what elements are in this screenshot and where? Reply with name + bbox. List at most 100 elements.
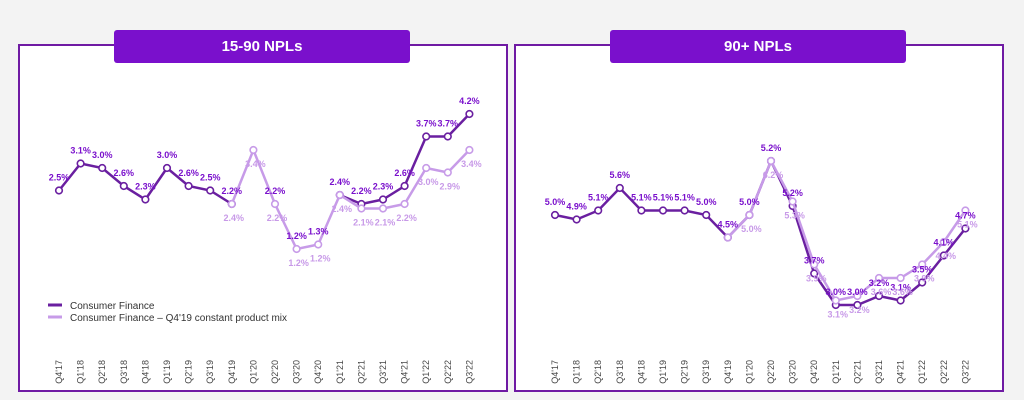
x-tick-label-0: Q4'17 [550,360,560,384]
x-tick-label-12: Q4'20 [313,360,323,384]
x-tick-label-15: Q3'21 [874,360,884,384]
x-tick-label-13: Q1'21 [831,360,841,384]
data-point-primary-5 [162,163,172,173]
data-point-secondary-15 [874,273,884,283]
data-label-secondary-10: 2.2% [267,213,288,223]
data-label-primary-6: 2.6% [178,168,199,178]
data-label-secondary-8: 2.4% [224,213,245,223]
data-point-primary-7 [206,186,215,195]
data-label-primary-0: 2.5% [49,173,70,183]
x-tick-label-19: Q3'22 [464,360,474,384]
data-point-secondary-16 [896,273,905,283]
data-label-primary-11: 5.2% [782,188,803,198]
data-point-primary-3 [119,181,128,191]
data-label-primary-6: 5.1% [674,193,695,203]
data-label-primary-17: 3.7% [416,119,437,129]
data-point-primary-15 [874,291,884,301]
data-label-secondary-18: 4.4% [936,251,957,261]
data-point-primary-4 [637,206,646,215]
x-tick-label-16: Q4'21 [896,360,906,384]
data-label-primary-13: 3.0% [826,287,847,297]
data-label-primary-16: 2.6% [394,168,415,178]
chart-panel-90-plus [514,44,1004,392]
data-point-secondary-13 [335,190,344,200]
data-point-primary-0 [550,210,560,220]
data-point-secondary-17 [422,163,431,173]
data-label-primary-3: 2.6% [114,168,135,178]
data-point-secondary-9 [249,145,258,155]
data-label-secondary-12: 1.2% [310,254,331,264]
x-tick-label-4: Q4'18 [636,360,646,384]
data-label-primary-0: 5.0% [545,197,566,207]
data-label-primary-4: 5.1% [631,193,652,203]
data-label-secondary-12: 3.9% [806,274,827,284]
data-point-secondary-15 [378,204,388,213]
data-label-shared-11: 1.2% [286,231,307,241]
data-label-primary-13: 2.4% [330,177,351,187]
data-point-secondary-14 [357,204,366,213]
data-point-secondary-9 [745,210,754,220]
x-tick-label-9: Q1'20 [248,360,258,384]
data-point-primary-18 [443,132,452,141]
data-label-primary-14: 3.0% [847,287,868,297]
data-point-secondary-19 [465,145,474,155]
data-label-primary-9: 5.0% [739,197,760,207]
data-point-secondary-17 [918,260,927,269]
legend-label-constant-mix: Consumer Finance – Q4'19 constant produc… [70,313,287,324]
data-point-secondary-11 [788,197,797,206]
data-label-secondary-19: 3.4% [461,159,482,169]
data-label-secondary-14: 2.1% [353,218,374,228]
x-tick-label-14: Q2'21 [852,360,862,384]
chart-title-90-plus: 90+ NPLs [610,30,906,63]
data-label-shared-10: 2.2% [265,186,286,196]
data-label-primary-18: 3.7% [438,119,459,129]
data-label-primary-17: 3.5% [912,265,933,275]
data-point-primary-1 [572,215,581,224]
x-tick-label-2: Q2'18 [97,360,107,384]
data-label-secondary-15: 3.6% [871,287,892,297]
data-point-secondary-12 [810,260,819,269]
data-point-secondary-13 [831,296,840,305]
x-tick-label-3: Q3'18 [119,360,129,384]
data-point-primary-2 [594,206,603,215]
x-tick-label-15: Q3'21 [378,360,388,384]
data-point-primary-12 [810,269,819,278]
data-point-secondary-8 [723,233,732,242]
data-label-secondary-17: 3.9% [914,274,935,284]
data-point-secondary-14 [853,291,862,301]
x-tick-label-1: Q1'18 [572,360,582,384]
data-label-primary-4: 2.3% [135,182,156,192]
data-label-primary-16: 3.1% [890,283,911,293]
data-point-primary-2 [98,163,107,173]
data-point-secondary-16 [400,199,409,209]
data-label-shared-12: 1.3% [308,227,329,237]
data-point-primary-6 [184,181,193,191]
data-label-primary-15: 3.2% [869,278,890,288]
x-tick-label-5: Q1'19 [658,360,668,384]
data-label-primary-1: 3.1% [70,146,91,156]
data-label-primary-8: 2.2% [222,186,243,196]
x-tick-label-11: Q3'20 [788,360,798,384]
data-point-primary-5 [658,206,668,215]
x-tick-label-10: Q2'20 [270,360,280,384]
data-label-secondary-13: 3.1% [828,310,849,320]
data-point-primary-14 [853,300,862,310]
data-point-primary-17 [422,132,431,141]
data-point-primary-7 [702,210,711,220]
data-point-primary-19 [465,109,474,119]
data-point-primary-1 [76,159,85,168]
data-label-secondary-13: 2.4% [332,204,353,214]
chart-panel-15-90 [18,44,508,392]
data-point-secondary-19 [961,206,970,215]
data-label-secondary-14: 3.2% [849,305,870,315]
data-point-primary-17 [918,278,927,287]
data-label-primary-14: 2.2% [351,186,372,196]
x-tick-label-6: Q2'19 [184,360,194,384]
x-tick-label-13: Q1'21 [335,360,345,384]
x-tick-label-3: Q3'18 [615,360,625,384]
data-point-secondary-8 [227,199,236,209]
data-label-secondary-15: 2.1% [375,218,396,228]
x-tick-label-16: Q4'21 [400,360,410,384]
chart-title-15-90: 15-90 NPLs [114,30,410,63]
x-tick-label-19: Q3'22 [960,360,970,384]
